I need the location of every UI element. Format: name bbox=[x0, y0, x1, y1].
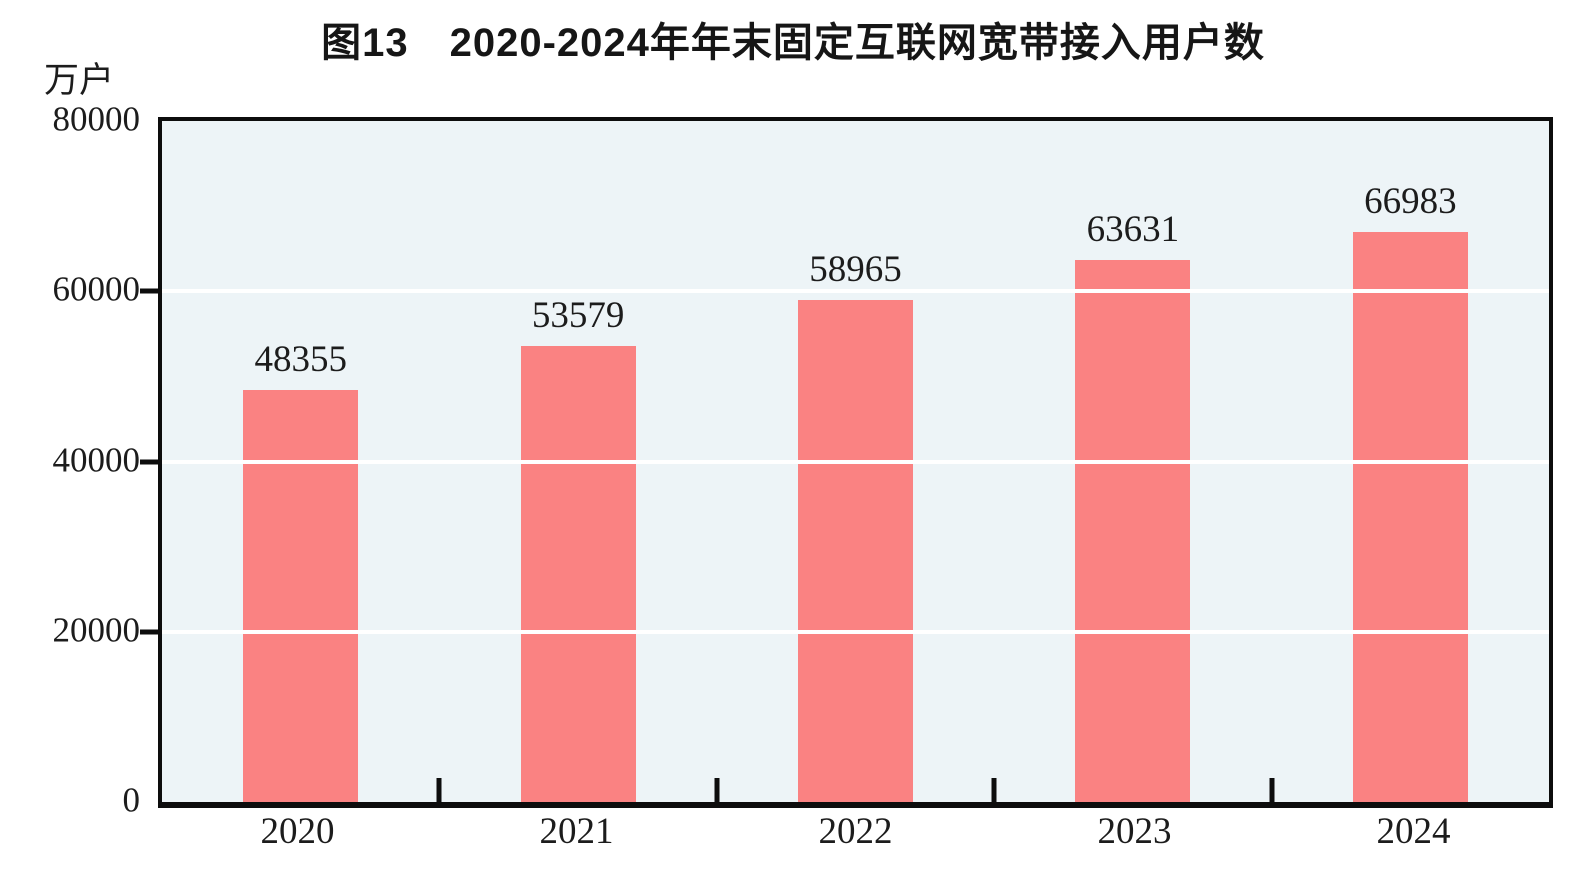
bar-2020 bbox=[243, 390, 359, 802]
y-axis-tick-label-0: 0 bbox=[122, 780, 141, 820]
bar-value-label-2020: 48355 bbox=[254, 339, 347, 381]
x-axis-label-2021: 2021 bbox=[539, 811, 614, 852]
y-axis-tick-label-80000: 80000 bbox=[52, 99, 141, 139]
y-axis-unit-label: 万户 bbox=[44, 61, 115, 100]
y-axis-tick-label-20000: 20000 bbox=[52, 610, 141, 650]
x-axis-tick-4 bbox=[1269, 778, 1275, 802]
gridline-40000 bbox=[162, 459, 1549, 464]
y-axis-tick-label-40000: 40000 bbox=[52, 440, 141, 479]
bar-group-2022: 58965 bbox=[717, 121, 994, 802]
bar-2021 bbox=[520, 345, 636, 802]
bar-2022 bbox=[798, 300, 914, 802]
y-axis: 0 20000 40000 60000 80000 bbox=[0, 102, 141, 818]
bar-value-label-2021: 53579 bbox=[531, 294, 625, 336]
x-axis-label-2024: 2024 bbox=[1376, 811, 1451, 852]
x-axis-label-2023: 2023 bbox=[1097, 811, 1172, 852]
bar-value-label-2024: 66983 bbox=[1364, 180, 1457, 222]
bar-2024 bbox=[1352, 231, 1468, 802]
chart-title: 图13 2020-2024年年末固定互联网宽带接入用户数 bbox=[321, 21, 1265, 65]
bar-2023 bbox=[1075, 260, 1191, 802]
y-axis-tick-20000 bbox=[140, 629, 158, 635]
y-axis-tick-40000 bbox=[140, 459, 158, 464]
x-axis-tick-3 bbox=[991, 778, 997, 802]
gridline-20000 bbox=[162, 629, 1549, 634]
plot-area: 48355 53579 58965 63631 66983 bbox=[140, 117, 1553, 808]
y-axis-tick-label-60000: 60000 bbox=[52, 269, 141, 309]
x-axis-label-2020: 2020 bbox=[260, 811, 335, 852]
y-axis-tick-60000 bbox=[140, 288, 158, 294]
bars-layer: 48355 53579 58965 63631 66983 bbox=[162, 121, 1549, 802]
bar-group-2021: 53579 bbox=[439, 121, 716, 802]
x-axis: 2020 2021 2022 2023 2024 bbox=[158, 811, 1553, 862]
x-axis-tick-1 bbox=[436, 778, 442, 802]
gridline-60000 bbox=[162, 289, 1549, 294]
bar-group-2024: 66983 bbox=[1272, 121, 1549, 802]
bar-group-2020: 48355 bbox=[162, 121, 439, 802]
x-axis-tick-2 bbox=[714, 778, 720, 802]
bar-value-label-2022: 58965 bbox=[809, 249, 902, 291]
bar-value-label-2023: 63631 bbox=[1086, 209, 1180, 251]
x-axis-label-2022: 2022 bbox=[818, 811, 893, 852]
bar-group-2023: 63631 bbox=[994, 121, 1271, 802]
